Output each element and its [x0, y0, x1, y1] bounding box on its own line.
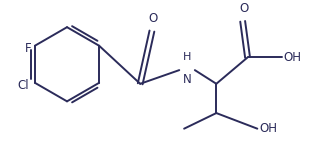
Text: O: O — [148, 12, 158, 25]
Text: OH: OH — [284, 51, 302, 64]
Text: OH: OH — [259, 122, 277, 135]
Text: N: N — [183, 73, 191, 86]
Text: F: F — [25, 42, 32, 55]
Text: H: H — [183, 52, 191, 62]
Text: Cl: Cl — [17, 79, 29, 92]
Text: O: O — [239, 2, 248, 15]
